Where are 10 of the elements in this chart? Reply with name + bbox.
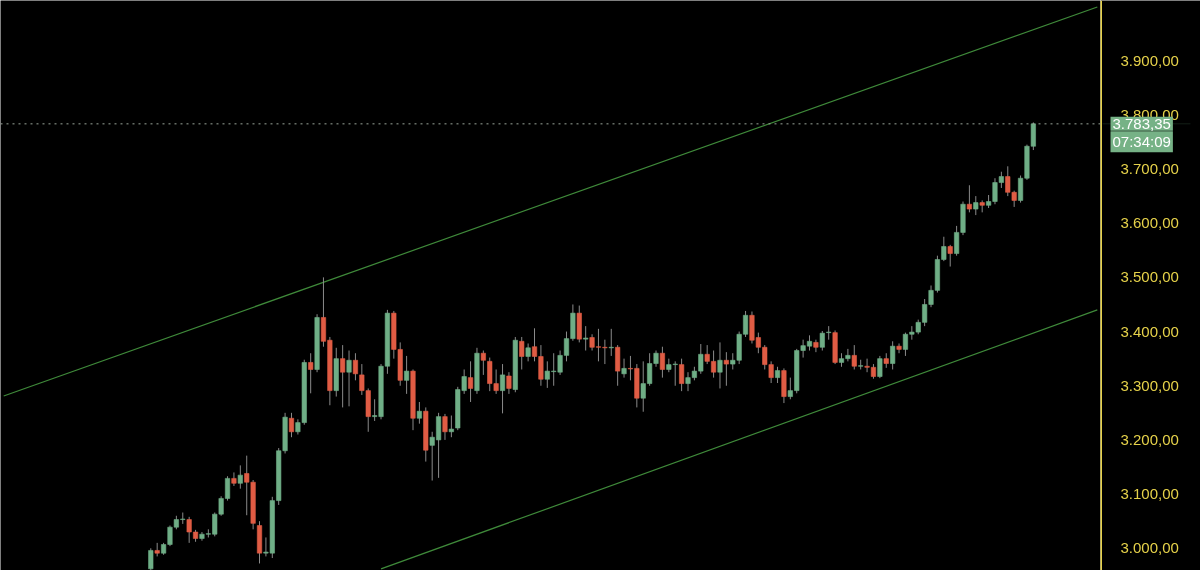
text: 07:34:09 — [1112, 133, 1171, 151]
y-tick-label: 3.700,00 — [1120, 160, 1179, 178]
y-tick-label: 3.100,00 — [1120, 485, 1179, 503]
y-tick-label: 3.200,00 — [1120, 430, 1179, 448]
y-tick-label: 3.400,00 — [1120, 322, 1179, 340]
y-tick-label: 3.000,00 — [1120, 539, 1179, 557]
y-tick-label: 3.600,00 — [1120, 214, 1179, 232]
y-tick-label: 3.900,00 — [1120, 51, 1179, 69]
y-tick-label: 3.300,00 — [1120, 376, 1179, 394]
y-tick-label: 3.500,00 — [1120, 268, 1179, 286]
